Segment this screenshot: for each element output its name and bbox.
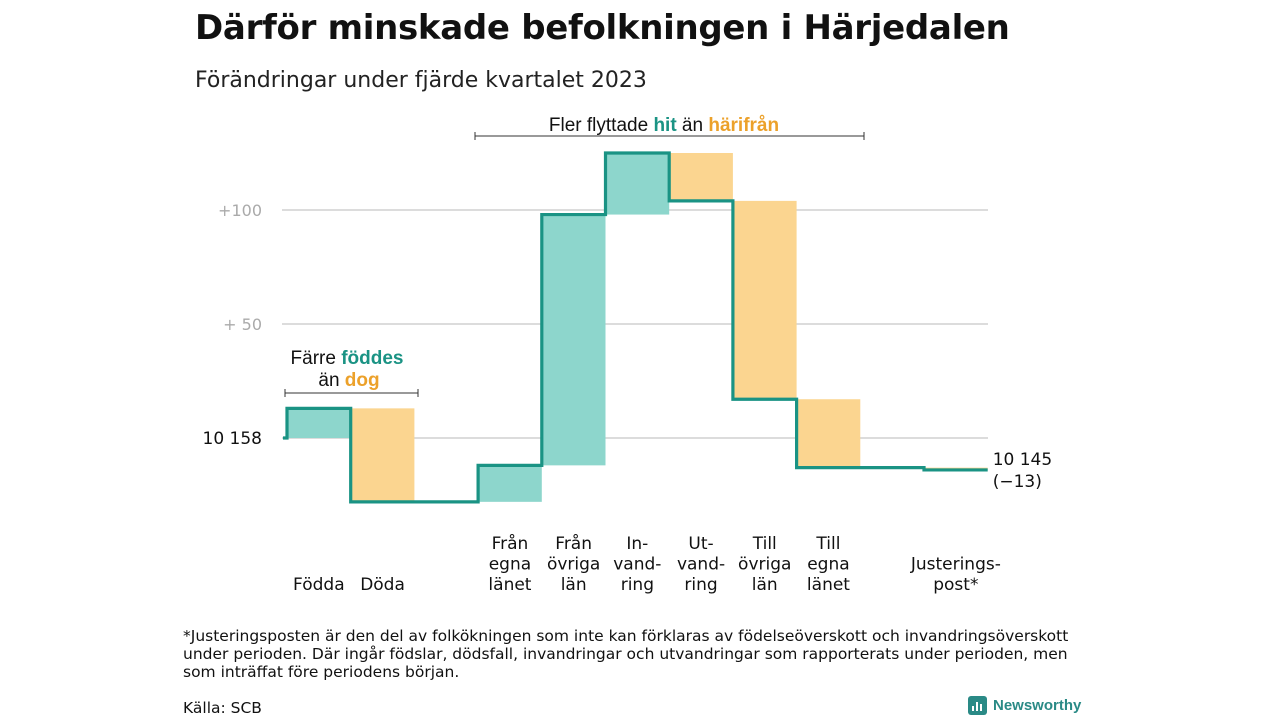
category-label: vand- <box>677 555 725 575</box>
waterfall-bar <box>669 153 733 201</box>
waterfall-bar <box>287 408 351 438</box>
category-label: post* <box>933 575 978 595</box>
source-label: Källa: SCB <box>183 699 262 717</box>
brand-name: Newsworthy <box>993 697 1082 714</box>
category-label: Födda <box>293 575 345 595</box>
end-change-label: (−13) <box>993 472 1042 492</box>
category-label: Ut- <box>688 534 713 554</box>
annotation-text-part: hit <box>653 115 677 136</box>
annotation-text-part: än <box>318 370 344 391</box>
waterfall-bar <box>605 153 670 215</box>
waterfall-bar <box>796 399 861 468</box>
category-label: Till <box>752 534 777 554</box>
waterfall-line <box>283 151 988 504</box>
category-label: övriga <box>738 555 791 575</box>
annotation-text-part: dog <box>345 370 380 391</box>
category-label: övriga <box>547 555 600 575</box>
footnote: *Justeringsposten är den del av folkökni… <box>183 627 1069 681</box>
waterfall-bar <box>732 200 797 400</box>
annotation-text: än dog <box>318 370 379 391</box>
category-label: ring <box>684 575 717 595</box>
newsworthy-logo-icon <box>968 696 987 715</box>
annotation-text: Färre föddes <box>291 348 404 369</box>
annotation-text-part: Fler flyttade <box>549 115 654 136</box>
annotation-text-part: Färre <box>291 348 342 369</box>
annotation-text: Fler flyttade hit än härifrån <box>549 115 779 136</box>
y-tick-label: + 50 <box>223 315 262 334</box>
category-label: länet <box>807 575 850 595</box>
chart-subtitle: Förändringar under fjärde kvartalet 2023 <box>195 68 647 93</box>
annotation-text-part: än <box>677 115 709 136</box>
waterfall-bar <box>350 408 415 502</box>
category-label: Justerings- <box>910 555 1001 575</box>
category-label: Från <box>492 533 529 554</box>
category-label: Döda <box>360 575 405 595</box>
category-label: Till <box>815 534 840 554</box>
start-value-label: 10 158 <box>203 429 262 449</box>
annotation-text-part: föddes <box>341 348 403 369</box>
y-tick-label: +100 <box>218 201 262 220</box>
category-label: ring <box>621 575 654 595</box>
category-label: län <box>561 575 587 595</box>
brand-logo: Newsworthy <box>968 696 1081 715</box>
category-label: länet <box>488 575 531 595</box>
category-label: egna <box>489 555 531 575</box>
end-value-label: 10 145 <box>993 450 1052 470</box>
category-label: In- <box>626 534 648 554</box>
category-label: län <box>752 575 778 595</box>
waterfall-bar <box>541 214 606 466</box>
category-label: Från <box>555 533 592 554</box>
category-label: vand- <box>613 555 661 575</box>
category-label: egna <box>807 555 849 575</box>
waterfall-bar <box>478 465 542 502</box>
chart-title: Därför minskade befolkningen i Härjedale… <box>195 8 1010 48</box>
annotation-text-part: härifrån <box>708 115 779 136</box>
